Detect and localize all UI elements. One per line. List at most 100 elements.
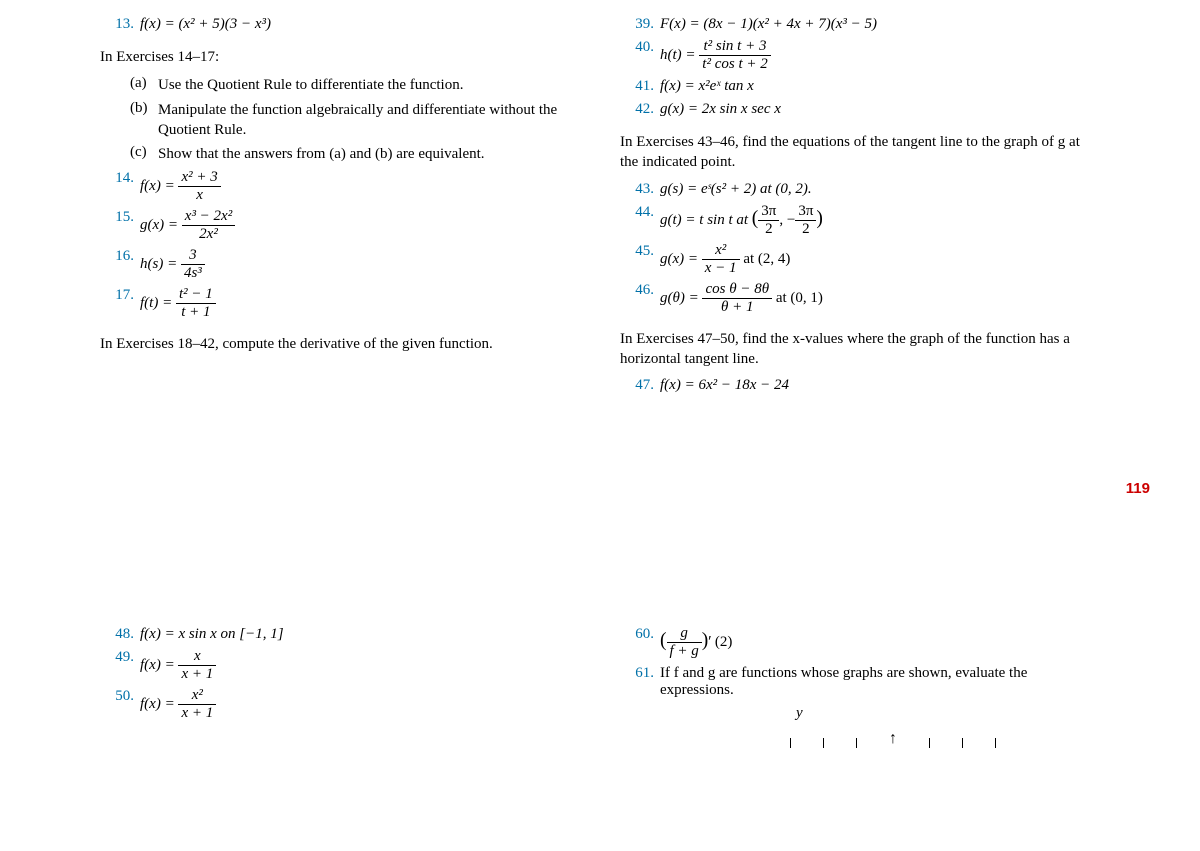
instructions-43-46: In Exercises 43–46, find the equations o… — [620, 132, 1100, 173]
fraction: x² x − 1 — [702, 243, 740, 276]
bottom-columns: 48. f(x) = x sin x on [−1, 1] 49. f(x) =… — [100, 620, 1100, 748]
problem-49: 49. f(x) = x x + 1 — [100, 649, 580, 682]
fraction: t² − 1 t + 1 — [176, 287, 216, 320]
problem-44: 44. g(t) = t sin t at ( 3π 2 , − 3π 2 ) — [620, 204, 1100, 237]
problem-body: f(x) = x² + 3 x — [140, 170, 580, 203]
problem-46: 46. g(θ) = cos θ − 8θ θ + 1 at (0, 1) — [620, 282, 1100, 315]
problem-14: 14. f(x) = x² + 3 x — [100, 170, 580, 203]
page-break-gap — [100, 400, 1100, 620]
problem-number: 45. — [620, 243, 660, 260]
problem-number: 47. — [620, 377, 660, 394]
tick-mark — [995, 738, 996, 748]
fraction: x² + 3 x — [178, 170, 220, 203]
instructions-18-42: In Exercises 18–42, compute the derivati… — [100, 334, 580, 354]
problem-number: 41. — [620, 78, 660, 95]
sub-letter: (a) — [130, 75, 158, 95]
problem-43: 43. g(s) = eˢ(s² + 2) at (0, 2). — [620, 181, 1100, 198]
top-right-col: 39. F(x) = (8x − 1)(x² + 4x + 7)(x³ − 5)… — [620, 10, 1100, 400]
problem-number: 15. — [100, 209, 140, 226]
problem-number: 14. — [100, 170, 140, 187]
sub-text: Use the Quotient Rule to differentiate t… — [158, 75, 580, 95]
problem-number: 43. — [620, 181, 660, 198]
problem-number: 46. — [620, 282, 660, 299]
problem-body: f(x) = x sin x on [−1, 1] — [140, 626, 580, 643]
problem-body: g(θ) = cos θ − 8θ θ + 1 at (0, 1) — [660, 282, 1100, 315]
problem-45: 45. g(x) = x² x − 1 at (2, 4) — [620, 243, 1100, 276]
problem-number: 42. — [620, 101, 660, 118]
sub-a: (a) Use the Quotient Rule to differentia… — [130, 75, 580, 95]
problem-15: 15. g(x) = x³ − 2x² 2x² — [100, 209, 580, 242]
problem-number: 48. — [100, 626, 140, 643]
fraction: x² x + 1 — [178, 688, 216, 721]
problem-60: 60. ( g f + g )′ (2) — [620, 626, 1100, 659]
problem-body: f(x) = x x + 1 — [140, 649, 580, 682]
fraction: 3 4s³ — [181, 248, 205, 281]
problem-body: g(x) = x³ − 2x² 2x² — [140, 209, 580, 242]
problem-number: 61. — [620, 665, 660, 682]
fraction: 3π 2 — [758, 204, 779, 237]
problem-17: 17. f(t) = t² − 1 t + 1 — [100, 287, 580, 320]
problem-13: 13. f(x) = (x² + 5)(3 − x³) — [100, 16, 580, 33]
problem-number: 39. — [620, 16, 660, 33]
sub-text: Manipulate the function algebraically an… — [158, 100, 580, 141]
page-number: 119 — [1126, 480, 1150, 497]
sub-c: (c) Show that the answers from (a) and (… — [130, 144, 580, 164]
sub-b: (b) Manipulate the function algebraicall… — [130, 100, 580, 141]
bottom-left-col: 48. f(x) = x sin x on [−1, 1] 49. f(x) =… — [100, 620, 580, 748]
problem-number: 13. — [100, 16, 140, 33]
problem-body: f(x) = x²eˣ tan x — [660, 78, 1100, 95]
tick-mark — [962, 738, 963, 748]
sub-text: Show that the answers from (a) and (b) a… — [158, 144, 580, 164]
top-left-col: 13. f(x) = (x² + 5)(3 − x³) In Exercises… — [100, 10, 580, 400]
graph-fragment: y — [740, 705, 1100, 748]
problem-47: 47. f(x) = 6x² − 18x − 24 — [620, 377, 1100, 394]
fraction: 3π 2 — [795, 204, 816, 237]
axis-ticks — [790, 730, 1100, 748]
y-axis-label: y — [796, 705, 803, 721]
page: 13. f(x) = (x² + 5)(3 − x³) In Exercises… — [0, 0, 1200, 768]
problem-body: g(x) = 2x sin x sec x — [660, 101, 1100, 118]
problem-40: 40. h(t) = t² sin t + 3 t² cos t + 2 — [620, 39, 1100, 72]
problem-body: ( g f + g )′ (2) — [660, 626, 1100, 659]
problem-body: g(t) = t sin t at ( 3π 2 , − 3π 2 ) — [660, 204, 1100, 237]
problem-body: g(x) = x² x − 1 at (2, 4) — [660, 243, 1100, 276]
problem-number: 50. — [100, 688, 140, 705]
sub-letter: (c) — [130, 144, 158, 164]
fraction: cos θ − 8θ θ + 1 — [702, 282, 772, 315]
tick-mark — [856, 738, 857, 748]
fraction: x³ − 2x² 2x² — [182, 209, 235, 242]
tick-mark — [929, 738, 930, 748]
fraction: t² sin t + 3 t² cos t + 2 — [699, 39, 770, 72]
instructions-14-17: In Exercises 14–17: — [100, 47, 580, 67]
up-arrow-icon — [889, 730, 897, 748]
problem-body: h(s) = 3 4s³ — [140, 248, 580, 281]
sub-letter: (b) — [130, 100, 158, 141]
problem-16: 16. h(s) = 3 4s³ — [100, 248, 580, 281]
fraction: g f + g — [667, 626, 702, 659]
tick-mark — [823, 738, 824, 748]
problem-body: If f and g are functions whose graphs ar… — [660, 665, 1100, 699]
problem-body: F(x) = (8x − 1)(x² + 4x + 7)(x³ − 5) — [660, 16, 1100, 33]
problem-61: 61. If f and g are functions whose graph… — [620, 665, 1100, 699]
fraction: x x + 1 — [178, 649, 216, 682]
problem-body: f(x) = 6x² − 18x − 24 — [660, 377, 1100, 394]
problem-50: 50. f(x) = x² x + 1 — [100, 688, 580, 721]
problem-number: 44. — [620, 204, 660, 221]
problem-48: 48. f(x) = x sin x on [−1, 1] — [100, 626, 580, 643]
problem-body: f(t) = t² − 1 t + 1 — [140, 287, 580, 320]
problem-number: 49. — [100, 649, 140, 666]
instructions-47-50: In Exercises 47–50, find the x-values wh… — [620, 329, 1100, 370]
problem-41: 41. f(x) = x²eˣ tan x — [620, 78, 1100, 95]
problem-number: 16. — [100, 248, 140, 265]
problem-number: 17. — [100, 287, 140, 304]
problem-number: 60. — [620, 626, 660, 643]
bottom-right-col: 60. ( g f + g )′ (2) 61. If f and g are … — [620, 620, 1100, 748]
problem-body: h(t) = t² sin t + 3 t² cos t + 2 — [660, 39, 1100, 72]
problem-body: f(x) = (x² + 5)(3 − x³) — [140, 16, 580, 33]
problem-39: 39. F(x) = (8x − 1)(x² + 4x + 7)(x³ − 5) — [620, 16, 1100, 33]
top-columns: 13. f(x) = (x² + 5)(3 − x³) In Exercises… — [100, 10, 1100, 400]
problem-body: g(s) = eˢ(s² + 2) at (0, 2). — [660, 181, 1100, 198]
problem-number: 40. — [620, 39, 660, 56]
problem-body: f(x) = x² x + 1 — [140, 688, 580, 721]
tick-mark — [790, 738, 791, 748]
